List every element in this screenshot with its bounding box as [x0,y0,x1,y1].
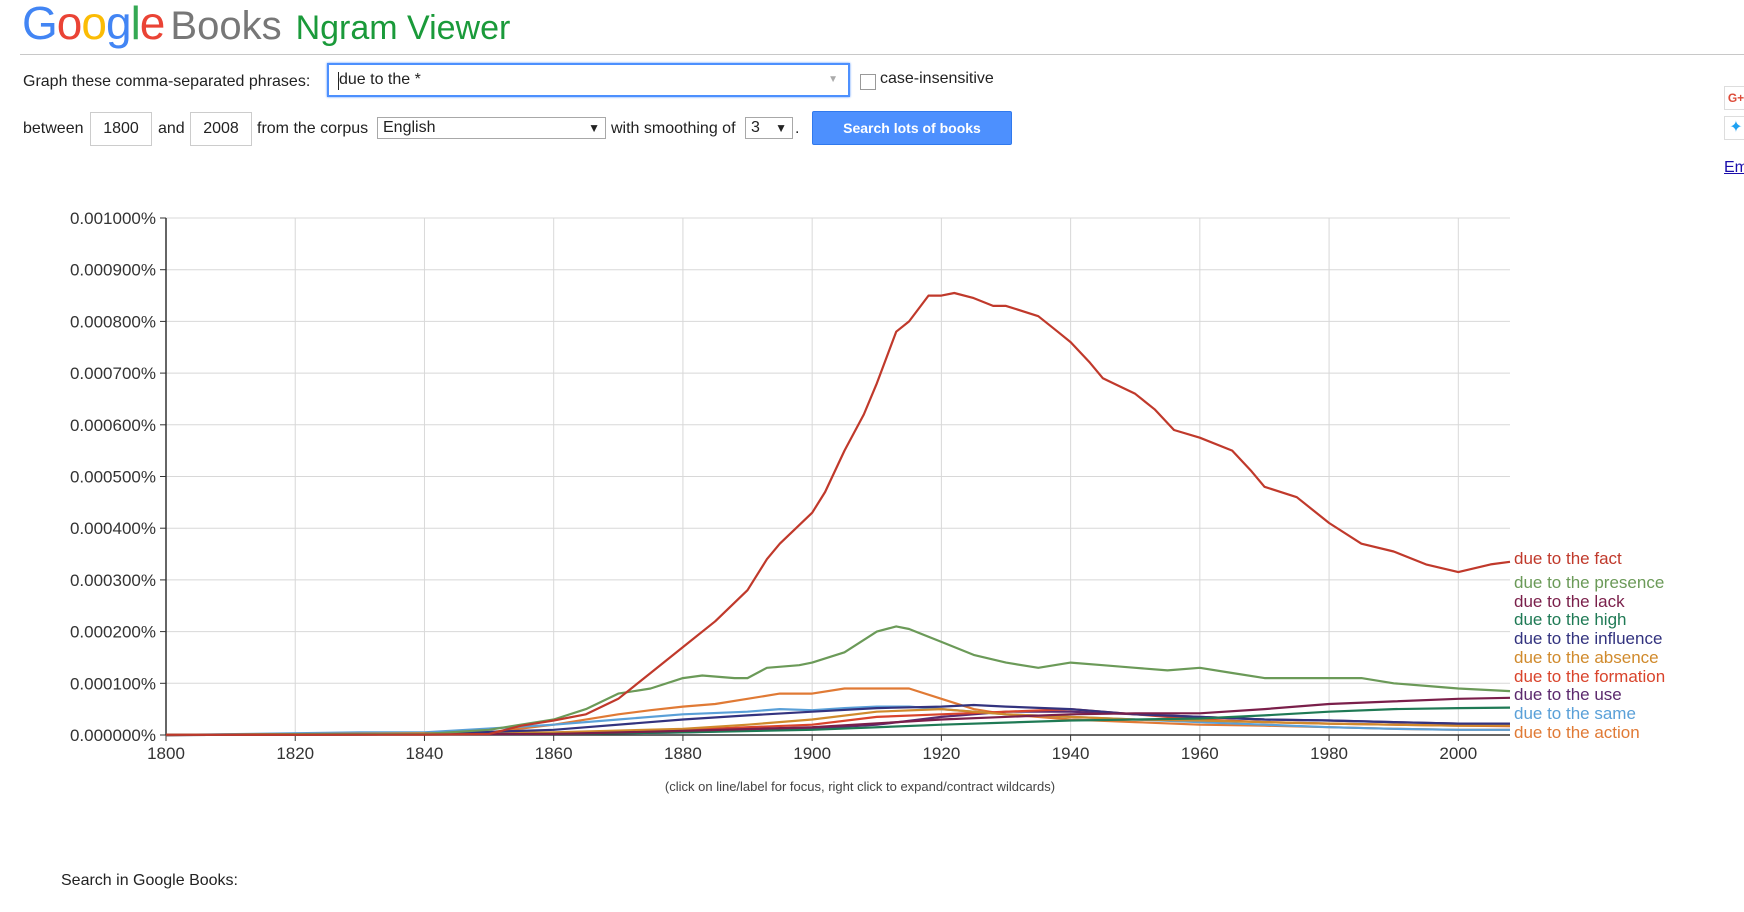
y-tick-label: 0.001000% [70,209,156,228]
google-letter: e [139,0,166,49]
chevron-down-icon: ▼ [588,121,600,135]
ngram-viewer-title: Ngram Viewer [295,9,511,47]
corpus-label: from the corpus [257,120,369,137]
series-line[interactable] [165,696,1511,737]
chart-caption: (click on line/label for focus, right cl… [664,779,1056,794]
x-tick-label: 1800 [147,744,185,763]
ngram-chart[interactable]: 0.000000% 0.000100% 0.000200% 0.000300% 0.00… [0,200,1744,780]
series-label[interactable]: due to the high [1514,610,1626,629]
series-label[interactable]: due to the influence [1514,629,1662,648]
phrases-input-value: due to the * [339,71,421,88]
google-letter: l [130,0,141,49]
corpus-select[interactable]: English ▼ [377,117,606,139]
series-label[interactable]: due to the use [1514,685,1622,704]
x-tick-label: 1980 [1310,744,1348,763]
y-tick-label: 0.000000% [70,726,156,745]
chevron-down-icon: ▼ [775,121,787,135]
start-year-input[interactable]: 1800 [90,112,152,146]
series-label[interactable]: due to the absence [1514,648,1659,667]
x-tick-label: 1840 [406,744,444,763]
google-letter: o [56,0,83,49]
y-tick-label: 0.000900% [70,261,156,280]
search-in-google-books-label: Search in Google Books: [61,872,238,889]
phrases-row: Graph these comma-separated phrases: [23,64,310,100]
y-tick-label: 0.000600% [70,416,156,435]
period-text: . [795,120,800,137]
x-tick-label: 1960 [1181,744,1219,763]
y-tick-label: 0.000700% [70,364,156,383]
y-tick-label: 0.000500% [70,468,156,487]
between-label: between [23,120,84,137]
series-line[interactable] [165,705,1510,737]
chevron-down-icon[interactable]: ▼ [828,74,838,85]
series-label[interactable]: due to the presence [1514,573,1664,592]
and-label: and [158,120,185,137]
x-tick-label: 1940 [1052,744,1090,763]
y-tick-label: 0.000800% [70,312,156,331]
google-books-logo[interactable]: Google Books Ngram Viewer [22,0,511,49]
y-tick-label: 0.000100% [70,674,156,693]
x-tick-label: 1880 [664,744,702,763]
google-plus-share-button[interactable]: G+ [1724,86,1744,110]
y-tick-label: 0.000400% [70,519,156,538]
end-year-input[interactable]: 2008 [190,112,252,146]
x-tick-label: 1920 [922,744,960,763]
series-label[interactable]: due to the fact [1514,549,1622,568]
google-letter: G [22,0,58,49]
case-insensitive-label[interactable]: case-insensitive [880,70,994,87]
google-letter: g [105,0,132,49]
y-tick-label: 0.000300% [70,571,156,590]
series-label[interactable]: due to the same [1514,704,1636,723]
series-line[interactable] [165,703,1510,737]
series-label[interactable]: due to the formation [1514,667,1665,686]
series-label[interactable]: due to the action [1514,723,1640,742]
text-caret [338,72,339,90]
series-line[interactable] [165,291,1511,736]
x-tick-label: 1860 [535,744,573,763]
phrases-label: Graph these comma-separated phrases: [23,73,311,90]
header-divider [20,54,1744,55]
twitter-icon: ✦ [1729,119,1743,136]
smoothing-label: with smoothing of [611,120,736,137]
embed-link[interactable]: Em [1724,159,1744,176]
google-wordmark: Google [22,0,166,49]
corpus-select-value: English [383,119,436,136]
series-line[interactable] [165,625,1511,736]
books-wordmark: Books [170,4,282,48]
google-letter: o [81,0,107,49]
smoothing-select-value: 3 [751,119,760,136]
x-tick-label: 1900 [793,744,831,763]
twitter-share-button[interactable]: ✦ [1724,116,1744,140]
smoothing-select[interactable]: 3 ▼ [745,117,793,139]
phrases-input[interactable]: due to the * ▼ [327,63,850,97]
x-tick-label: 1820 [276,744,314,763]
series-label[interactable]: due to the lack [1514,592,1625,611]
case-insensitive-checkbox[interactable] [860,74,876,90]
series-line[interactable] [165,706,1511,737]
search-button[interactable]: Search lots of books [812,111,1012,145]
y-tick-label: 0.000200% [70,623,156,642]
x-tick-label: 2000 [1439,744,1477,763]
